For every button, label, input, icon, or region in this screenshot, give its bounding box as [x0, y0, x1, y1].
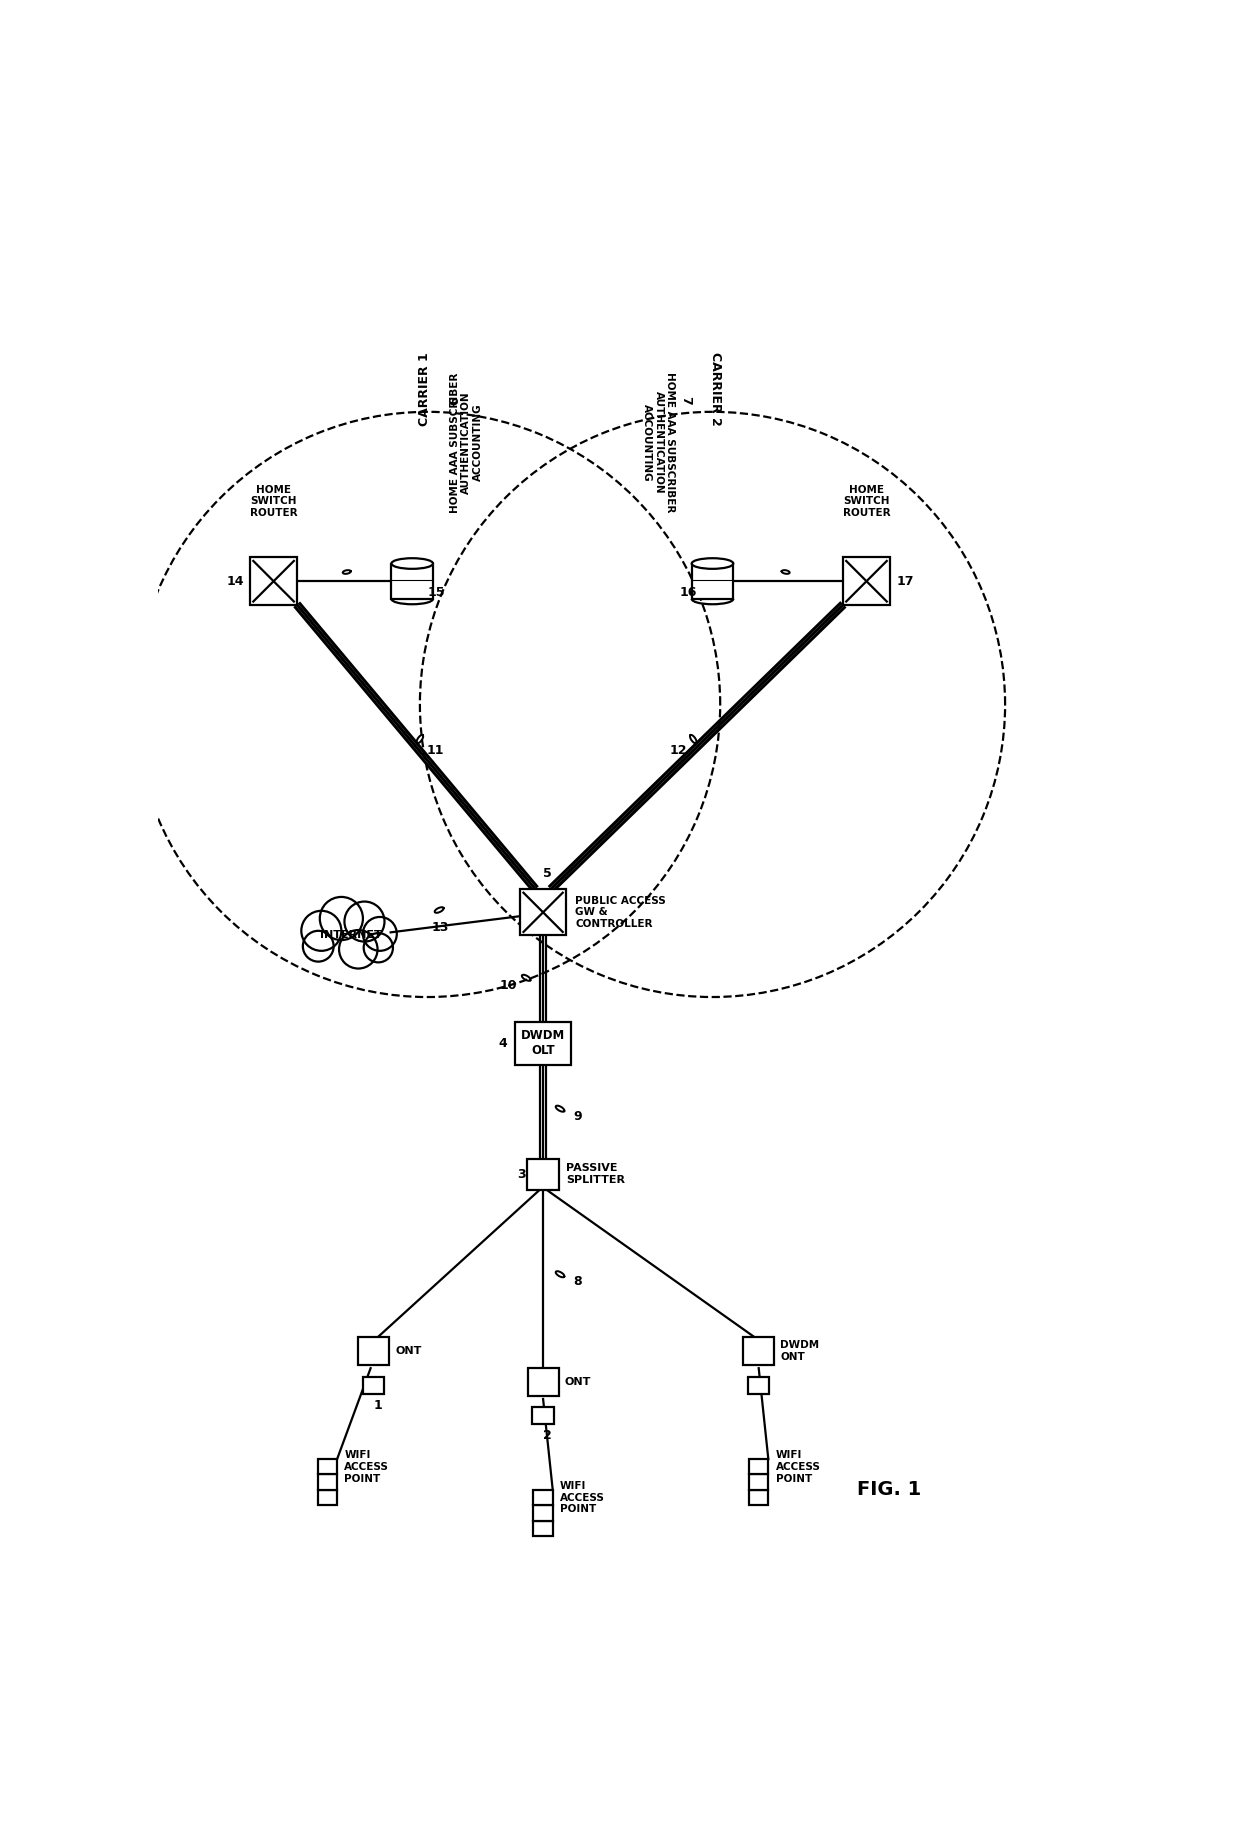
Bar: [532, 1407, 554, 1424]
Text: 17: 17: [897, 574, 914, 587]
Bar: [533, 1491, 553, 1505]
Circle shape: [339, 931, 377, 968]
Bar: [528, 1369, 558, 1396]
Text: WIFI
ACCESS
POINT: WIFI ACCESS POINT: [345, 1450, 389, 1483]
Text: WIFI
ACCESS
POINT: WIFI ACCESS POINT: [560, 1481, 605, 1515]
Circle shape: [363, 933, 393, 962]
Text: 10: 10: [500, 979, 517, 992]
Bar: [749, 1474, 769, 1491]
Text: ONT: ONT: [396, 1346, 422, 1356]
Circle shape: [363, 916, 397, 951]
Circle shape: [345, 901, 384, 942]
Bar: [692, 563, 733, 598]
Text: CARRIER 2: CARRIER 2: [708, 353, 722, 425]
Text: 4: 4: [498, 1036, 507, 1049]
Text: CARRIER 1: CARRIER 1: [418, 353, 432, 425]
Text: PUBLIC ACCESS
GW &
CONTROLLER: PUBLIC ACCESS GW & CONTROLLER: [575, 896, 666, 929]
Text: ONT: ONT: [564, 1378, 591, 1387]
Bar: [533, 1505, 553, 1520]
Text: DWDM
ONT: DWDM ONT: [780, 1341, 820, 1361]
Bar: [317, 1459, 337, 1474]
Text: 6: 6: [448, 395, 461, 404]
Bar: [317, 1491, 337, 1505]
Text: 9: 9: [573, 1110, 582, 1123]
Bar: [749, 1491, 769, 1505]
Text: HOME
SWITCH
ROUTER: HOME SWITCH ROUTER: [843, 486, 890, 519]
Text: 5: 5: [543, 868, 552, 881]
Text: 2: 2: [543, 1430, 552, 1443]
Text: 3: 3: [517, 1169, 526, 1182]
Text: 8: 8: [573, 1276, 582, 1289]
Bar: [527, 1158, 559, 1189]
Bar: [392, 563, 433, 598]
Bar: [363, 1376, 384, 1394]
Ellipse shape: [692, 558, 733, 569]
Text: 12: 12: [670, 744, 687, 757]
Circle shape: [301, 911, 341, 951]
Bar: [843, 558, 890, 606]
Text: HOME AAA SUBSCRIBER
AUTHENTICATION
ACCOUNTING: HOME AAA SUBSCRIBER AUTHENTICATION ACCOU…: [642, 373, 676, 513]
Text: 13: 13: [432, 922, 449, 935]
Text: 11: 11: [427, 744, 444, 757]
Text: 16: 16: [680, 585, 697, 598]
Circle shape: [303, 931, 334, 962]
Text: FIG. 1: FIG. 1: [858, 1479, 921, 1500]
Text: 1: 1: [373, 1398, 382, 1411]
Text: HOME
SWITCH
ROUTER: HOME SWITCH ROUTER: [249, 486, 298, 519]
Bar: [533, 1520, 553, 1537]
Circle shape: [320, 898, 363, 940]
Ellipse shape: [392, 558, 433, 569]
Text: 15: 15: [428, 585, 445, 598]
Bar: [358, 1337, 389, 1365]
Bar: [749, 1459, 769, 1474]
Bar: [516, 1021, 570, 1064]
Text: 7: 7: [680, 395, 692, 404]
Bar: [748, 1376, 770, 1394]
Bar: [743, 1337, 774, 1365]
Text: HOME AAA SUBSCRIBER
AUTHENTICATION
ACCOUNTING: HOME AAA SUBSCRIBER AUTHENTICATION ACCOU…: [449, 373, 482, 513]
Text: INTERNET: INTERNET: [320, 931, 382, 940]
Bar: [249, 558, 298, 606]
Text: 14: 14: [227, 574, 244, 587]
Bar: [317, 1474, 337, 1491]
Text: WIFI
ACCESS
POINT: WIFI ACCESS POINT: [776, 1450, 821, 1483]
Text: PASSIVE
SPLITTER: PASSIVE SPLITTER: [567, 1164, 625, 1186]
Text: DWDM
OLT: DWDM OLT: [521, 1029, 565, 1056]
Bar: [520, 888, 567, 935]
